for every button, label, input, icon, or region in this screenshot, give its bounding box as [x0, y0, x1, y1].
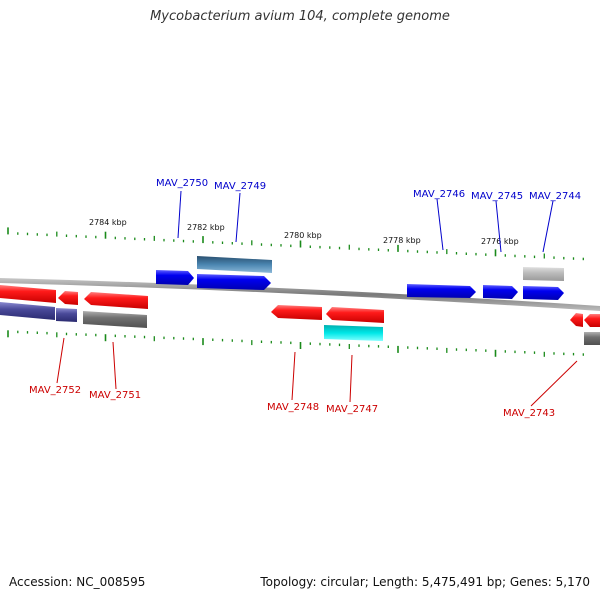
gene-label[interactable]: MAV_2748	[267, 402, 319, 413]
gene-arrow[interactable]	[407, 284, 476, 298]
gene-label[interactable]: MAV_2744	[529, 191, 581, 202]
scale-labels: 2784 kbp 2782 kbp 2780 kbp 2778 kbp 2776…	[89, 218, 519, 246]
gene-label[interactable]: MAV_2745	[471, 191, 523, 202]
reverse-gene-labels: MAV_2752 MAV_2751 MAV_2748 MAV_2747 MAV_…	[29, 385, 555, 419]
gene-label[interactable]: MAV_2747	[326, 404, 378, 415]
gene-arrow[interactable]	[326, 307, 384, 323]
map-title: Mycobacterium avium 104, complete genome	[150, 9, 450, 24]
gene-arrow[interactable]	[324, 325, 383, 341]
gene-arrow[interactable]	[0, 302, 55, 320]
forward-leader-lines	[177, 190, 554, 253]
genome-backbone	[0, 278, 600, 311]
gene-arrow[interactable]	[156, 270, 194, 285]
gene-label[interactable]: MAV_2746	[413, 189, 465, 200]
gene-arrow[interactable]	[523, 286, 564, 300]
gene-arrow[interactable]	[83, 311, 147, 328]
reverse-genes	[0, 285, 600, 345]
gene-arrow[interactable]	[84, 292, 148, 309]
scale-label: 2784 kbp	[89, 218, 127, 227]
scale-label: 2780 kbp	[284, 231, 322, 240]
gene-label[interactable]: MAV_2750	[156, 178, 208, 189]
gene-label[interactable]: MAV_2752	[29, 385, 81, 396]
gene-arrow[interactable]	[483, 285, 518, 299]
gene-arrow[interactable]	[584, 332, 600, 345]
forward-gene-labels: MAV_2750 MAV_2749 MAV_2746 MAV_2745 MAV_…	[156, 178, 581, 202]
gene-arrow[interactable]	[56, 308, 77, 322]
gene-arrow[interactable]	[570, 313, 583, 327]
gene-label[interactable]: MAV_2743	[503, 408, 555, 419]
scale-label: 2782 kbp	[187, 223, 225, 232]
accession-text: Accession: NC_008595	[9, 575, 146, 589]
gene-arrow[interactable]	[584, 314, 600, 327]
scale-label: 2778 kbp	[383, 236, 421, 245]
gene-arrow[interactable]	[271, 305, 322, 320]
genome-summary-text: Topology: circular; Length: 5,475,491 bp…	[260, 575, 590, 589]
gene-label[interactable]: MAV_2751	[89, 390, 141, 401]
gene-arrow[interactable]	[197, 274, 271, 290]
gene-arrow[interactable]	[58, 291, 78, 305]
tick-marks	[7, 227, 584, 357]
reverse-leader-lines	[56, 337, 578, 407]
gene-arrow[interactable]	[197, 256, 272, 273]
gene-label[interactable]: MAV_2749	[214, 181, 266, 192]
gene-arrow[interactable]	[0, 285, 56, 303]
gene-arrow[interactable]	[523, 267, 564, 281]
forward-genes	[156, 256, 564, 300]
